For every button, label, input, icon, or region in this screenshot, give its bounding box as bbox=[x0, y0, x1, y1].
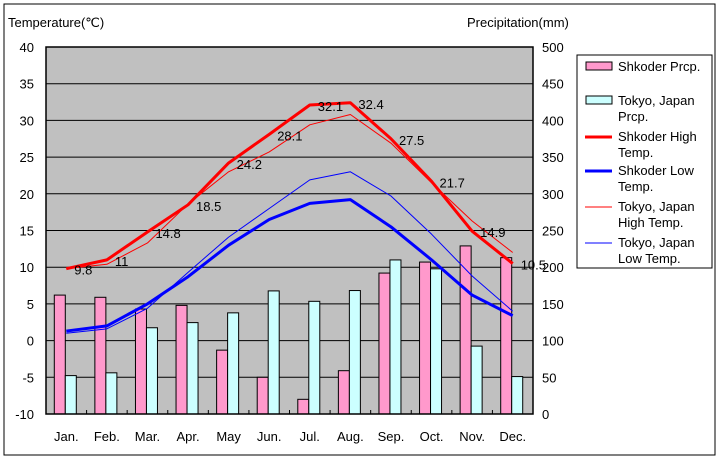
y-left-tick-label: 25 bbox=[20, 150, 34, 165]
legend-label: Tokyo, Japan bbox=[618, 199, 695, 214]
bar-shkoder-prcp bbox=[459, 245, 472, 415]
bar-shkoder-prcp bbox=[337, 370, 350, 415]
bar-tokyo-prcp bbox=[348, 290, 361, 415]
y-right-tick-label: 150 bbox=[542, 297, 564, 312]
x-tick-label: Oct. bbox=[420, 429, 444, 444]
line-shkoder-low-temp- bbox=[66, 198, 514, 333]
y-right-tick-label: 50 bbox=[542, 370, 556, 385]
x-tick-label: Jun. bbox=[257, 429, 282, 444]
bar-tokyo-prcp bbox=[511, 376, 524, 415]
bar-shkoder-prcp bbox=[378, 272, 391, 415]
legend-label: Temp. bbox=[618, 179, 653, 194]
x-tick-label: Feb. bbox=[94, 429, 120, 444]
bar-tokyo-prcp bbox=[145, 327, 158, 415]
x-tick-label: Dec. bbox=[499, 429, 526, 444]
y-right-tick-label: 250 bbox=[542, 224, 564, 239]
data-label-shkoder-high: 27.5 bbox=[399, 133, 424, 148]
bar-shkoder-prcp bbox=[419, 261, 432, 415]
y-left-tick-label: 0 bbox=[27, 334, 34, 349]
legend-label: Shkoder Low bbox=[618, 163, 694, 178]
y-right-tick-label: 0 bbox=[542, 407, 549, 422]
legend-label: Prcp. bbox=[618, 109, 648, 124]
bar-tokyo-prcp bbox=[105, 372, 118, 415]
legend-label: Shkoder High bbox=[618, 129, 697, 144]
y-right-tick-label: 200 bbox=[542, 260, 564, 275]
bar-tokyo-prcp bbox=[389, 259, 402, 415]
legend-label: High Temp. bbox=[618, 215, 684, 230]
bar-tokyo-prcp bbox=[64, 375, 77, 415]
legend-label: Low Temp. bbox=[618, 251, 681, 266]
y-right-tick-label: 100 bbox=[542, 334, 564, 349]
data-label-shkoder-high: 14.8 bbox=[155, 226, 180, 241]
data-label-shkoder-high: 9.8 bbox=[74, 263, 92, 278]
y-left-axis-title: Temperature(℃) bbox=[8, 15, 104, 30]
x-tick-label: Sep. bbox=[378, 429, 405, 444]
legend-label: Tokyo, Japan bbox=[618, 235, 695, 250]
bar-shkoder-prcp bbox=[53, 294, 66, 415]
y-right-tick-label: 350 bbox=[542, 150, 564, 165]
data-label-shkoder-high: 10.5 bbox=[521, 258, 546, 273]
bar-tokyo-prcp bbox=[227, 312, 240, 415]
legend-box bbox=[576, 54, 713, 269]
line-shkoder-high-temp- bbox=[65, 101, 514, 271]
bar-tokyo-prcp bbox=[430, 268, 443, 415]
legend-swatch bbox=[585, 95, 613, 105]
y-left-tick-label: 10 bbox=[20, 260, 34, 275]
bar-shkoder-prcp bbox=[216, 349, 229, 415]
y-right-tick-label: 300 bbox=[542, 187, 564, 202]
data-label-shkoder-high: 24.2 bbox=[237, 157, 262, 172]
bar-tokyo-prcp bbox=[186, 322, 199, 415]
y-left-tick-label: -10 bbox=[15, 407, 34, 422]
y-right-tick-label: 400 bbox=[542, 113, 564, 128]
data-label-shkoder-high: 14.9 bbox=[480, 225, 505, 240]
legend-label: Tokyo, Japan bbox=[618, 93, 695, 108]
data-label-shkoder-high: 11 bbox=[115, 254, 129, 269]
x-tick-label: Apr. bbox=[176, 429, 199, 444]
y-left-tick-label: 20 bbox=[20, 187, 34, 202]
data-label-shkoder-high: 18.5 bbox=[196, 199, 221, 214]
legend-label: Temp. bbox=[618, 145, 653, 160]
y-left-tick-label: 35 bbox=[20, 77, 34, 92]
x-tick-label: Nov. bbox=[459, 429, 485, 444]
legend-swatch bbox=[585, 61, 613, 71]
x-tick-label: Jul. bbox=[300, 429, 320, 444]
y-right-tick-label: 500 bbox=[542, 40, 564, 55]
line-tokyo-japan-low-temp- bbox=[66, 171, 514, 334]
legend-label: Shkoder Prcp. bbox=[618, 59, 700, 74]
x-tick-label: May bbox=[216, 429, 241, 444]
y-left-tick-label: 30 bbox=[20, 113, 34, 128]
data-label-shkoder-high: 32.4 bbox=[358, 97, 383, 112]
data-label-shkoder-high: 32.1 bbox=[318, 99, 343, 114]
bar-tokyo-prcp bbox=[267, 290, 280, 415]
bar-tokyo-prcp bbox=[308, 300, 321, 415]
y-left-tick-label: -5 bbox=[22, 370, 34, 385]
y-right-tick-label: 450 bbox=[542, 77, 564, 92]
bar-shkoder-prcp bbox=[94, 296, 107, 415]
bar-tokyo-prcp bbox=[470, 345, 483, 415]
data-label-shkoder-high: 21.7 bbox=[440, 175, 465, 190]
x-tick-label: Mar. bbox=[135, 429, 160, 444]
bar-shkoder-prcp bbox=[175, 304, 188, 415]
y-left-tick-label: 15 bbox=[20, 224, 34, 239]
bar-shkoder-prcp bbox=[134, 308, 147, 415]
bar-shkoder-prcp bbox=[256, 376, 269, 415]
bar-shkoder-prcp bbox=[297, 398, 310, 415]
y-right-axis-title: Precipitation(mm) bbox=[467, 15, 569, 30]
x-tick-label: Jan. bbox=[54, 429, 79, 444]
x-tick-label: Aug. bbox=[337, 429, 364, 444]
bar-shkoder-prcp bbox=[500, 257, 513, 415]
y-left-tick-label: 5 bbox=[27, 297, 34, 312]
y-left-tick-label: 40 bbox=[20, 40, 34, 55]
data-label-shkoder-high: 28.1 bbox=[277, 128, 302, 143]
